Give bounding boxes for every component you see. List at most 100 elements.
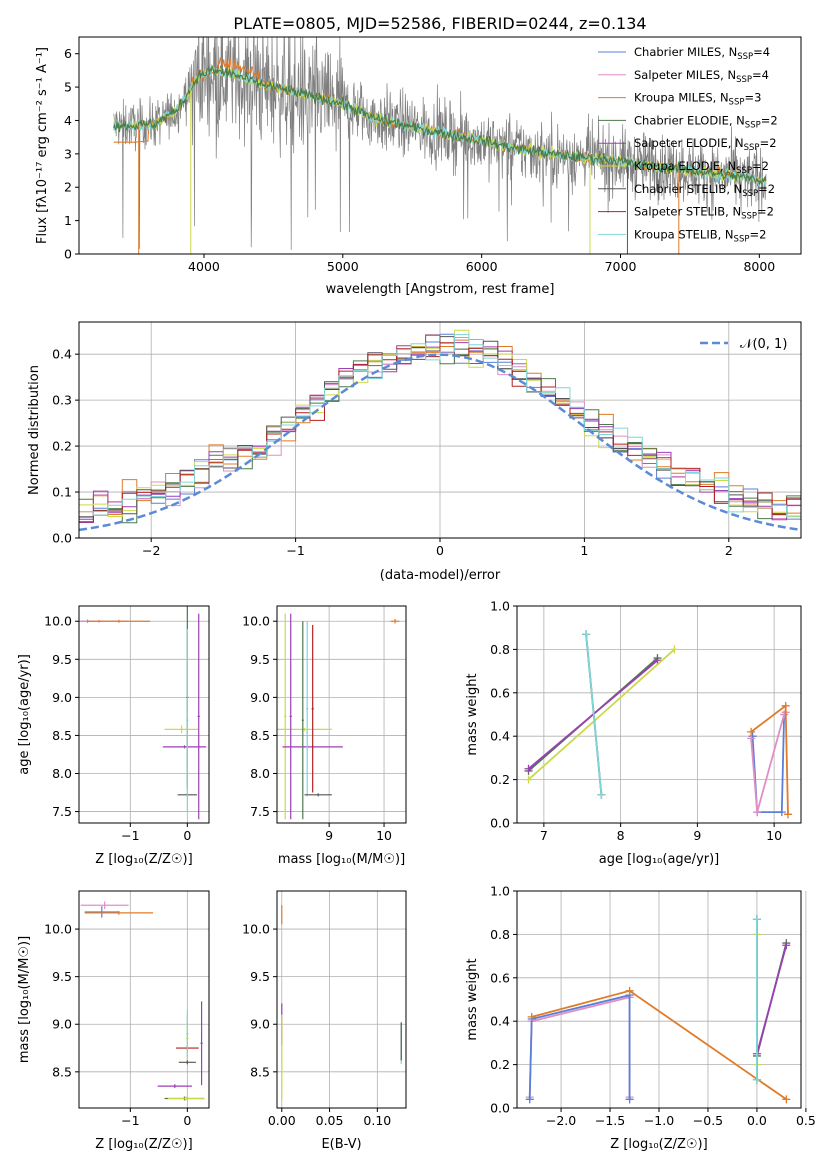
data-point	[167, 1096, 205, 1101]
x-axis-label: E(B-V)	[321, 1137, 361, 1152]
legend-subscript: SSP	[741, 212, 757, 222]
plus-marker	[527, 1012, 536, 1021]
legend-name: Chabrier STELIB, N	[634, 182, 742, 196]
legend-tail: =4	[752, 68, 769, 82]
plot-area	[79, 606, 207, 820]
legend-entry-label: Kroupa MILES, NSSP=3	[634, 91, 761, 108]
data-point	[162, 745, 207, 749]
legend-subscript: SSP	[736, 75, 752, 85]
plot-area	[525, 915, 791, 1104]
plot-area	[113, 37, 767, 254]
legend-entry-label: Kroupa ELODIE, NSSP=2	[634, 159, 769, 176]
x-tick-label: 0.05	[316, 1113, 344, 1128]
series-line	[528, 996, 631, 1098]
legend-entry-label: Chabrier STELIB, NSSP=2	[634, 182, 775, 199]
y-axis-label: mass weight	[465, 673, 480, 755]
legend-tail: =4	[753, 45, 770, 59]
y-tick-label: 0.0	[52, 531, 72, 546]
data-point	[390, 618, 400, 624]
y-tick-label: 7.5	[250, 804, 270, 819]
plus-marker	[747, 727, 756, 736]
y-tick-label: 9.0	[250, 1017, 270, 1032]
y-tick-label: 0.1	[52, 485, 72, 500]
x-tick-label: 6000	[466, 259, 498, 274]
x-tick-label: −1	[286, 543, 304, 558]
x-axis-label: mass [log₁₀(M/M☉)]	[278, 852, 405, 867]
x-tick-label: 8	[617, 828, 625, 843]
panel-mass_vs_ebv: 0.00 0.05 0.10 8.5 9.0 9.5 10.0 E(B-V)	[242, 890, 407, 1152]
y-axis-label: age [log₁₀(age/yr)]	[17, 654, 32, 775]
plus-marker	[625, 986, 634, 995]
plot-area	[281, 905, 402, 1101]
x-tick-label: 8000	[743, 259, 775, 274]
legend-tail: =2	[761, 113, 778, 127]
y-tick-label: 0.0	[490, 1101, 510, 1116]
x-tick-label: 10	[376, 828, 392, 843]
plot-area	[79, 329, 801, 532]
legend-entry-label: Salpeter ELODIE, NSSP=2	[634, 136, 777, 153]
x-tick-label: 10	[766, 828, 782, 843]
series-line	[528, 994, 631, 1100]
y-tick-label: 7.5	[52, 804, 72, 819]
x-tick-label: 7	[540, 828, 548, 843]
y-tick-label: 8.0	[250, 766, 270, 781]
plus-marker	[524, 775, 533, 784]
y-tick-label: 1.0	[490, 599, 510, 614]
plus-marker	[597, 790, 606, 799]
x-tick-label: 0	[183, 828, 191, 843]
y-tick-label: 9.5	[52, 652, 72, 667]
axes-frame	[78, 36, 802, 255]
y-tick-label: 10.0	[242, 614, 270, 629]
x-tick-label: 0	[436, 543, 444, 558]
x-tick-label: −2	[142, 543, 160, 558]
x-tick-label: −1	[121, 1113, 139, 1128]
panel-spectrum: 4000 5000 6000 7000 8000 0 1 2 3 4 5 6 wavelength [A…	[35, 36, 802, 297]
normal-curve-line	[79, 353, 801, 532]
y-tick-label: 10.0	[44, 922, 72, 937]
y-tick-label: 6	[64, 46, 72, 61]
plus-marker	[777, 808, 786, 817]
legend-name: Kroupa ELODIE, N	[634, 159, 736, 173]
y-tick-label: 0.3	[52, 393, 72, 408]
y-tick-label: 10.0	[242, 922, 270, 937]
series-line	[527, 648, 675, 781]
plot-area	[277, 613, 400, 820]
legend-tail: =2	[749, 227, 766, 241]
legend-tail: =2	[757, 205, 774, 219]
y-tick-label: 10.0	[44, 614, 72, 629]
panel-age_vs_Z: −1 0 7.5 8.0 8.5 9.0 9.5 10.0 Z [log₁₀(Z/Z☉)] age…	[17, 605, 210, 867]
x-tick-label: 0.00	[268, 1113, 296, 1128]
y-tick-label: 8.5	[52, 1064, 72, 1079]
x-axis-label: age [log₁₀(age/yr)]	[599, 852, 720, 867]
data-point	[301, 621, 304, 820]
residual-histogram-line	[79, 334, 801, 517]
y-tick-label: 4	[64, 113, 72, 128]
legend-entry-label: Salpeter MILES, NSSP=4	[634, 68, 769, 85]
legend-entry-label: 𝒩(0, 1)	[740, 337, 787, 352]
series-line	[756, 945, 788, 1055]
data-point	[84, 906, 119, 918]
legend-subscript: SSP	[734, 234, 750, 244]
figure-title: PLATE=0805, MJD=52586, FIBERID=0244, z=0…	[233, 14, 646, 33]
axes-frame	[276, 890, 407, 1109]
x-tick-label: 9	[325, 828, 333, 843]
legend-entry-label: Kroupa STELIB, NSSP=2	[634, 227, 766, 244]
x-tick-label: 5000	[327, 259, 359, 274]
panel-weight_vs_Z: −2.0 −1.5 −1.0 −0.5 0.0 0.5 0.0 0.2 0.4 0.6 0.8 1.0…	[465, 884, 816, 1153]
y-tick-label: 0.0	[490, 816, 510, 831]
legend-name: Salpeter STELIB, N	[634, 205, 741, 219]
observed-spectrum-line	[113, 37, 767, 250]
legend-tail: =2	[760, 136, 777, 150]
plus-marker	[525, 1095, 534, 1104]
x-tick-label: −1.5	[595, 1113, 625, 1128]
legend-name: Salpeter MILES, N	[634, 68, 736, 82]
x-tick-label: −1.0	[644, 1113, 674, 1128]
axes-frame	[78, 605, 210, 824]
axes-frame	[78, 890, 210, 1109]
plot-area	[80, 901, 205, 1101]
data-point	[84, 910, 154, 915]
y-tick-label: 9.0	[250, 690, 270, 705]
x-tick-label: 0	[183, 1113, 191, 1128]
x-tick-label: 7000	[605, 259, 637, 274]
y-tick-label: 0.4	[52, 347, 72, 362]
